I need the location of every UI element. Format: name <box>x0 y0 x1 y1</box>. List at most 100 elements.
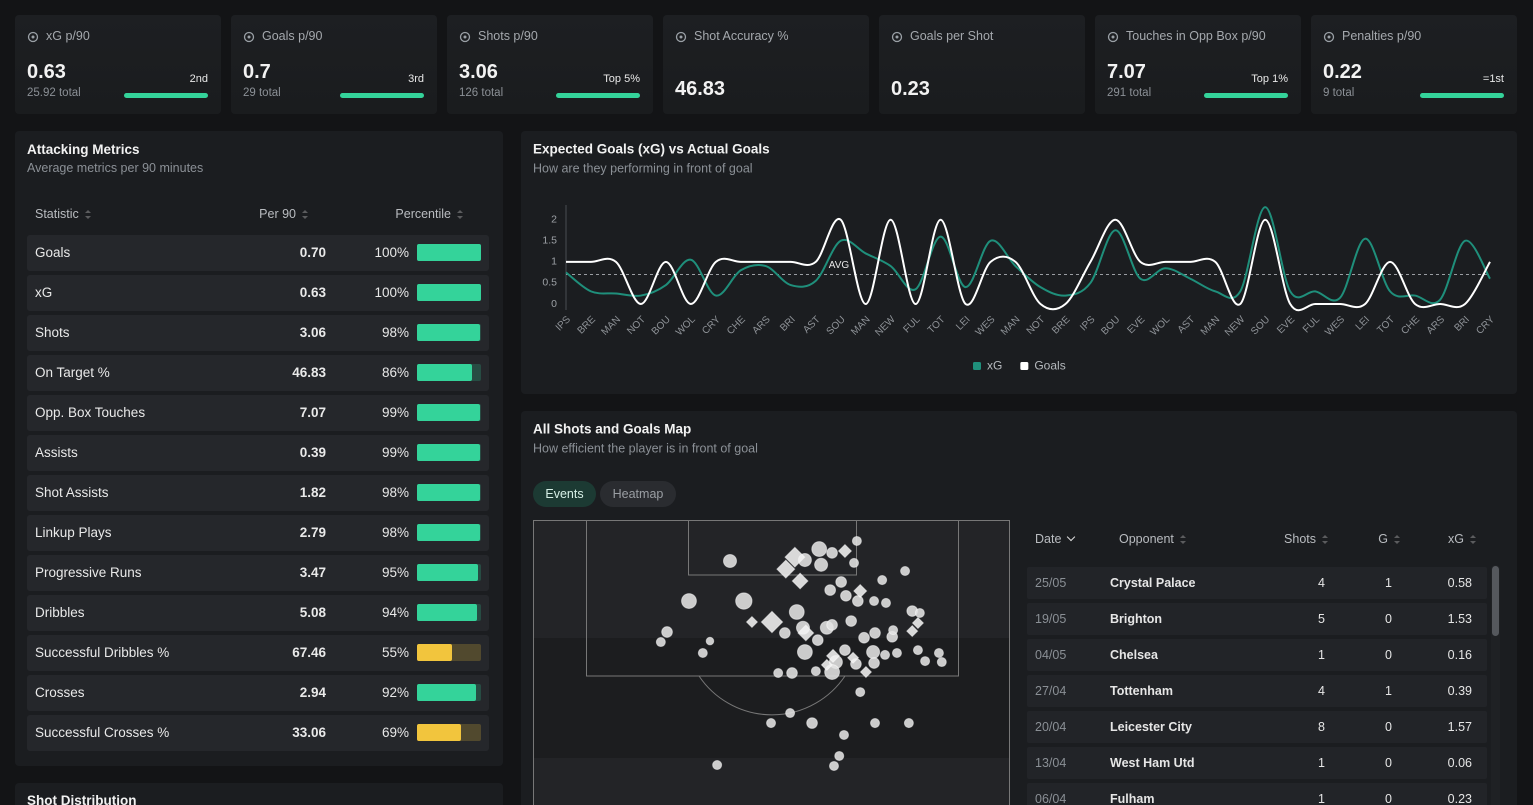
metric-per90: 67.46 <box>292 645 326 660</box>
column-header[interactable]: Shots <box>1200 532 1328 546</box>
card-rank: 2nd <box>189 73 208 85</box>
metric-name: Linkup Plays <box>35 525 112 540</box>
card-title: xG p/90 <box>46 29 90 43</box>
metric-percentile: 95% <box>381 565 409 580</box>
metric-percentile: 92% <box>381 685 409 700</box>
table-row <box>1027 783 1487 805</box>
metric-name: xG <box>35 285 53 300</box>
metric-row: Crosses 2.94 92% <box>27 675 489 711</box>
table-row <box>1027 675 1487 707</box>
sort-icon <box>457 210 463 220</box>
metric-name: Assists <box>35 445 78 460</box>
scrollbar-thumb <box>1492 566 1499 636</box>
metric-percentile: 69% <box>381 725 409 740</box>
card-rank: =1st <box>1482 73 1504 85</box>
card-total: 25.92 total <box>27 87 81 99</box>
table-cell: 1 <box>1385 684 1392 698</box>
card-value: 0.23 <box>891 78 930 100</box>
sort-icon <box>1179 535 1186 545</box>
metric-per90: 2.94 <box>299 685 326 700</box>
card-total: 29 total <box>243 87 281 99</box>
card-bar <box>1420 93 1504 98</box>
card-value: 7.07 <box>1107 61 1146 83</box>
table-cell: 25/05 <box>1035 576 1067 590</box>
panel <box>15 783 503 805</box>
table-cell: 0 <box>1385 756 1392 770</box>
metric-name: Progressive Runs <box>35 565 142 580</box>
table-cell: 0.39 <box>1447 684 1472 698</box>
card-value: 0.22 <box>1323 61 1362 83</box>
table-cell: 20/04 <box>1035 720 1067 734</box>
card-title: Penalties p/90 <box>1342 29 1422 43</box>
table-cell: 1 <box>1385 576 1392 590</box>
table-cell: Leicester City <box>1110 720 1192 734</box>
stat-card: Shots p/90 3.06 126 total Top 5% <box>447 15 653 114</box>
metric-name: Opp. Box Touches <box>35 405 146 420</box>
metric-percentile: 98% <box>381 525 409 540</box>
header-text: G <box>1378 532 1388 546</box>
percentile-bar <box>417 524 480 541</box>
panel-title: Attacking Metrics <box>27 142 140 157</box>
table-cell: 8 <box>1318 720 1325 734</box>
percentile-bar <box>417 324 480 341</box>
tab[interactable]: Heatmap <box>600 481 676 507</box>
percentile-bar <box>417 564 478 581</box>
header-text: Percentile <box>395 207 451 221</box>
card-total: 126 total <box>459 87 504 99</box>
table-cell: 13/04 <box>1035 756 1067 770</box>
tab[interactable]: Events <box>533 481 596 507</box>
table-cell: 5 <box>1318 612 1325 626</box>
table-cell: 1 <box>1318 648 1325 662</box>
panel-title: Shot Distribution <box>27 793 137 805</box>
table-row <box>1027 603 1487 635</box>
column-header[interactable]: xG <box>1410 532 1476 546</box>
header-text: Opponent <box>1119 532 1174 546</box>
table-row <box>1027 639 1487 671</box>
metric-percentile: 98% <box>381 485 409 500</box>
card-value: 0.63 <box>27 61 66 83</box>
table-row <box>1027 747 1487 779</box>
metric-per90: 7.07 <box>299 405 326 420</box>
header-text: Statistic <box>35 207 79 221</box>
column-header: Statistic <box>35 207 91 221</box>
percentile-bar <box>417 644 453 661</box>
table-cell: 1.57 <box>1447 720 1472 734</box>
card-rank: Top 1% <box>1251 73 1288 85</box>
table-cell: 27/04 <box>1035 684 1067 698</box>
column-header[interactable]: Opponent <box>1119 532 1186 546</box>
metric-percentile: 98% <box>381 325 409 340</box>
card-value: 3.06 <box>459 61 498 83</box>
column-header: Percentile <box>15 207 463 221</box>
table-row <box>1027 567 1487 599</box>
table-cell: 4 <box>1318 576 1325 590</box>
percentile-bar <box>417 444 481 461</box>
table-cell: 0.06 <box>1447 756 1472 770</box>
header-text: Date <box>1035 532 1062 546</box>
card-rank: Top 5% <box>603 73 640 85</box>
table-cell: Crystal Palace <box>1110 576 1196 590</box>
sort-icon <box>1470 535 1476 545</box>
table-cell: Fulham <box>1110 792 1155 805</box>
metric-name: Dribbles <box>35 605 85 620</box>
metric-per90: 0.39 <box>299 445 326 460</box>
table-cell: 0 <box>1385 612 1392 626</box>
metric-per90: 3.06 <box>299 325 326 340</box>
column-header[interactable]: Date <box>1035 532 1076 546</box>
panel-subtitle: Average metrics per 90 minutes <box>27 161 204 175</box>
table-cell: 1 <box>1318 792 1325 805</box>
metric-name: Shot Assists <box>35 485 109 500</box>
percentile-bar <box>417 724 462 741</box>
metric-row: Successful Crosses % 33.06 69% <box>27 715 489 751</box>
sort-icon <box>1322 535 1328 545</box>
metric-name: On Target % <box>35 365 110 380</box>
metric-row: Opp. Box Touches 7.07 99% <box>27 395 489 431</box>
card-bar <box>124 93 208 98</box>
table-cell: Brighton <box>1110 612 1163 626</box>
table-cell: 0 <box>1385 720 1392 734</box>
card-bar <box>1204 93 1288 98</box>
column-header[interactable]: G <box>1340 532 1400 546</box>
table-cell: 0 <box>1385 648 1392 662</box>
table-cell: Chelsea <box>1110 648 1158 662</box>
metric-row: Assists 0.39 99% <box>27 435 489 471</box>
percentile-bar <box>417 404 481 421</box>
